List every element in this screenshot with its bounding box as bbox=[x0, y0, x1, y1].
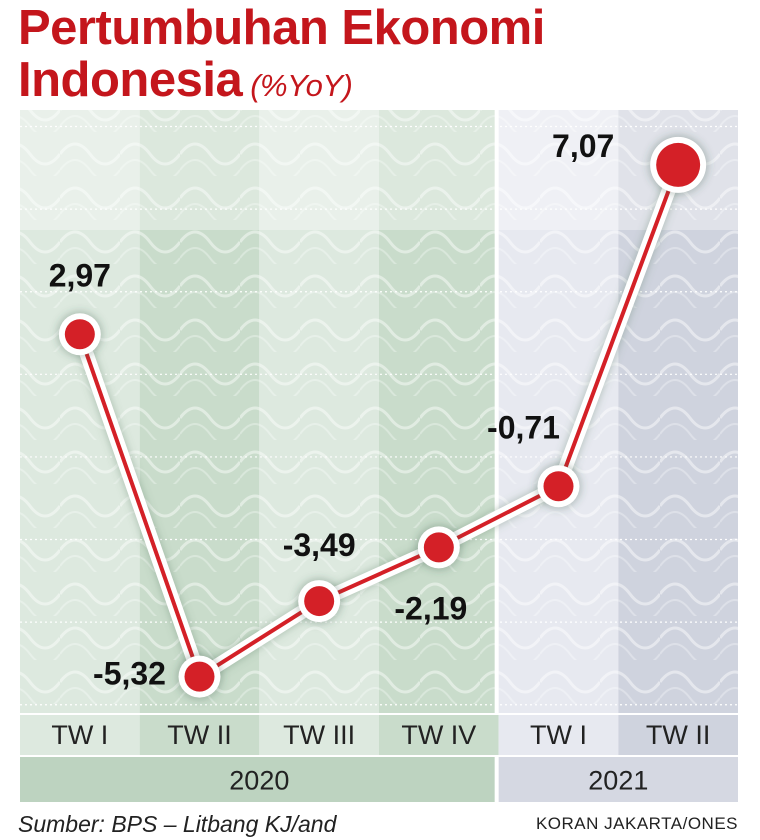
category-cell bbox=[139, 715, 260, 755]
value-label: -5,32 bbox=[93, 656, 166, 692]
value-labels: 2,97 -5,32 -3,49 -2,19 -0,71 7,07 bbox=[49, 128, 615, 692]
data-point bbox=[184, 661, 215, 692]
category-label: TW III bbox=[283, 720, 355, 750]
year-cell bbox=[498, 757, 738, 802]
value-label: -2,19 bbox=[394, 590, 467, 626]
category-label: TW II bbox=[167, 720, 231, 750]
category-cell bbox=[618, 715, 738, 755]
category-label: TW I bbox=[51, 720, 108, 750]
unit-label: (%YoY) bbox=[250, 68, 353, 103]
category-cell bbox=[20, 715, 140, 755]
year-cell bbox=[20, 757, 495, 802]
title-line-2: Indonesia bbox=[18, 53, 243, 107]
data-points bbox=[56, 134, 709, 700]
credit-note: KORAN JAKARTA/ONES bbox=[535, 814, 738, 833]
data-point bbox=[423, 532, 454, 563]
series-line-path bbox=[77, 164, 681, 679]
chart-title: Pertumbuhan Ekonomi Indonesia (%YoY) bbox=[18, 2, 545, 112]
data-point bbox=[64, 319, 95, 350]
top-fade bbox=[20, 110, 738, 230]
column-pattern bbox=[618, 110, 738, 713]
column-pattern bbox=[498, 110, 619, 713]
value-label: -3,49 bbox=[283, 527, 356, 563]
data-point bbox=[656, 142, 701, 187]
year-labels: 2020 2021 bbox=[20, 757, 738, 802]
category-label: TW II bbox=[646, 720, 710, 750]
year-separator bbox=[494, 110, 499, 802]
column-pattern bbox=[20, 110, 140, 713]
series-line bbox=[72, 157, 686, 685]
data-point bbox=[543, 471, 574, 502]
category-cell bbox=[379, 715, 499, 755]
year-label: 2020 bbox=[229, 766, 289, 796]
value-label: 2,97 bbox=[49, 257, 111, 293]
source-note: Sumber: BPS – Litbang KJ/and bbox=[18, 811, 337, 837]
category-label: TW I bbox=[530, 720, 587, 750]
category-cell bbox=[259, 715, 379, 755]
column-pattern bbox=[139, 110, 260, 713]
category-cell bbox=[498, 715, 619, 755]
year-label: 2021 bbox=[588, 766, 648, 796]
value-label: -0,71 bbox=[487, 409, 560, 445]
column-pattern bbox=[379, 110, 499, 713]
data-point bbox=[304, 586, 335, 617]
category-label: TW IV bbox=[401, 720, 476, 750]
category-labels: TW I TW II TW III TW IV TW I TW II bbox=[20, 715, 738, 755]
title-line-1: Pertumbuhan Ekonomi bbox=[18, 1, 545, 55]
value-label: 7,07 bbox=[552, 128, 614, 164]
